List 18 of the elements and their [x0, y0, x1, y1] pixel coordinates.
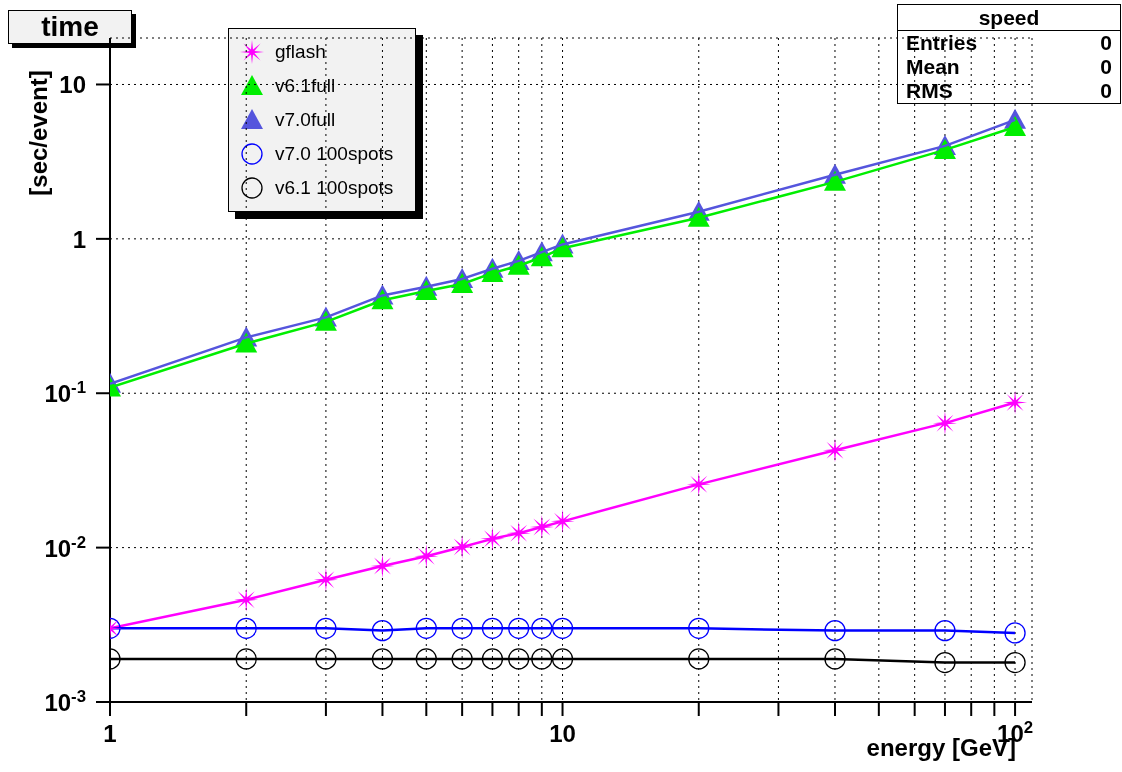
text: Entries 0 [906, 31, 1112, 54]
text: speed [898, 5, 1120, 31]
legend-label: v7.0full [275, 109, 336, 131]
y-tick-label: 10$^{-2}$ [44, 532, 86, 562]
y-tick-label: 10$^{-1}$ [44, 377, 86, 408]
chart-title: time [8, 10, 132, 44]
y-tick-label: 10 [59, 71, 86, 99]
y-axis-title: [sec/event] [25, 70, 53, 196]
x-tick-label: 1 [103, 720, 117, 747]
legend-label: v7.0 100spots [275, 143, 394, 165]
x-tick-label: 10 [549, 720, 576, 747]
text: RMS 0 [906, 79, 1112, 102]
y-tick-label: 10$^{-3}$ [44, 686, 86, 716]
legend-label: v6.1 100spots [275, 177, 394, 199]
legend-label: gflash [275, 41, 326, 63]
legend-label: v6.1full [275, 75, 336, 97]
y-tick-label: 1 [72, 225, 86, 253]
text: Mean 0 [906, 55, 1112, 78]
